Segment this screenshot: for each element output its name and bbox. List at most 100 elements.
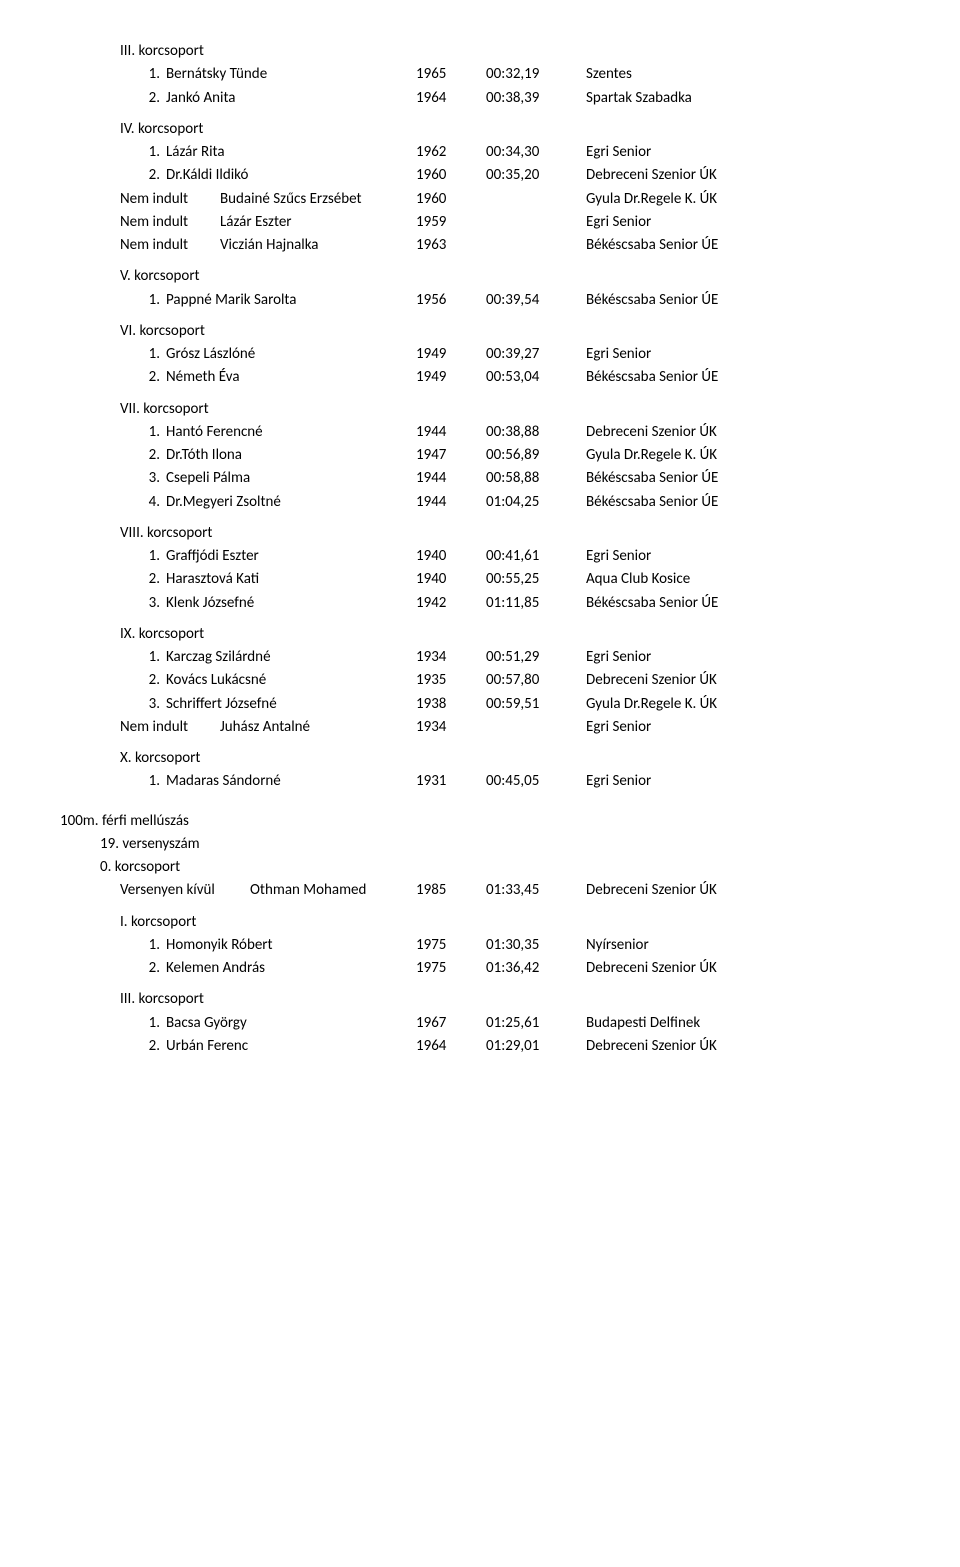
club: Nyírsenior [586,934,900,957]
group-header: X. korcsoport [60,747,900,770]
rank: 1. [120,646,166,669]
year: 1956 [416,289,486,312]
time: 00:38,88 [486,421,586,444]
year: 1949 [416,343,486,366]
time: 00:41,61 [486,545,586,568]
club: Debreceni Szenior ÚK [586,164,900,187]
time: 00:56,89 [486,444,586,467]
result-row: 2.Kovács Lukácsné193500:57,80Debreceni S… [60,669,900,692]
result-row: 2.Dr.Tóth Ilona194700:56,89Gyula Dr.Rege… [60,444,900,467]
result-row: 1.Homonyik Róbert197501:30,35Nyírsenior [60,934,900,957]
club: Debreceni Szenior ÚK [586,1035,900,1058]
group-header: IX. korcsoport [60,623,900,646]
year: 1944 [416,491,486,514]
club: Békéscsaba Senior ÚE [586,592,900,615]
athlete-name: Pappné Marik Sarolta [166,289,416,312]
group-label: VIII. korcsoport [120,522,900,545]
group-label: I. korcsoport [120,911,900,934]
rank: 1. [120,63,166,86]
year: 1934 [416,716,486,739]
not-started-label: Nem indult [120,716,220,739]
athlete-name: Homonyik Róbert [166,934,416,957]
event-title: 100m. férfi mellúszás [60,810,900,833]
year: 1934 [416,646,486,669]
time: 01:25,61 [486,1012,586,1035]
athlete-name: Dr.Megyeri Zsoltné [166,491,416,514]
rank: 3. [120,693,166,716]
rank: 1. [120,421,166,444]
athlete-name: Viczián Hajnalka [220,234,416,257]
year: 1960 [416,188,486,211]
rank: 2. [120,957,166,980]
time: 00:51,29 [486,646,586,669]
year: 1965 [416,63,486,86]
athlete-name: Németh Éva [166,366,416,389]
result-row: 1.Graffjódi Eszter194000:41,61Egri Senio… [60,545,900,568]
year: 1959 [416,211,486,234]
result-row: 1.Karczag Szilárdné193400:51,29Egri Seni… [60,646,900,669]
year: 1944 [416,421,486,444]
rank: 1. [120,343,166,366]
group-label: VII. korcsoport [120,398,900,421]
rank: 1. [120,770,166,793]
result-row: 1.Grósz Lászlóné194900:39,27Egri Senior [60,343,900,366]
year: 1967 [416,1012,486,1035]
group-header: VI. korcsoport [60,320,900,343]
group-label: VI. korcsoport [120,320,900,343]
club: Egri Senior [586,646,900,669]
rank: 3. [120,467,166,490]
not-started-label: Nem indult [120,211,220,234]
time: 01:04,25 [486,491,586,514]
club: Békéscsaba Senior ÚE [586,366,900,389]
group-header: III. korcsoport [60,40,900,63]
rank: 2. [120,164,166,187]
rank: 1. [120,1012,166,1035]
time: 00:55,25 [486,568,586,591]
result-row: 1.Lázár Rita196200:34,30Egri Senior [60,141,900,164]
rank: 1. [120,545,166,568]
year: 1949 [416,366,486,389]
athlete-name: Madaras Sándorné [166,770,416,793]
rank: 2. [120,669,166,692]
result-row: 3.Schriffert Józsefné193800:59,51Gyula D… [60,693,900,716]
athlete-name: Karczag Szilárdné [166,646,416,669]
club: Debreceni Szenior ÚK [586,669,900,692]
athlete-name: Budainé Szűcs Erzsébet [220,188,416,211]
athlete-name: Jankó Anita [166,87,416,110]
club: Békéscsaba Senior ÚE [586,234,900,257]
athlete-name: Grósz Lászlóné [166,343,416,366]
rank: 2. [120,87,166,110]
result-row: 4.Dr.Megyeri Zsoltné194401:04,25Békéscsa… [60,491,900,514]
athlete-name: Kovács Lukácsné [166,669,416,692]
club: Aqua Club Kosice [586,568,900,591]
club: Egri Senior [586,545,900,568]
time: 00:38,39 [486,87,586,110]
group-header: V. korcsoport [60,265,900,288]
year: 1931 [416,770,486,793]
club: Spartak Szabadka [586,87,900,110]
athlete-name: Schriffert Józsefné [166,693,416,716]
rank: 1. [120,141,166,164]
group-label: IX. korcsoport [120,623,900,646]
group-header: IV. korcsoport [60,118,900,141]
club: Békéscsaba Senior ÚE [586,491,900,514]
time [486,716,586,739]
not-started-row: Nem indultViczián Hajnalka1963Békéscsaba… [60,234,900,257]
athlete-name: Dr.Káldi Ildikó [166,164,416,187]
rank: 2. [120,1035,166,1058]
year: 1935 [416,669,486,692]
year: 1938 [416,693,486,716]
result-row: 1.Bacsa György196701:25,61Budapesti Delf… [60,1012,900,1035]
year: 1975 [416,957,486,980]
club: Gyula Dr.Regele K. ÚK [586,693,900,716]
not-started-label: Nem indult [120,234,220,257]
result-row: 2.Dr.Káldi Ildikó196000:35,20Debreceni S… [60,164,900,187]
group-header: III. korcsoport [60,988,900,1011]
time: 01:29,01 [486,1035,586,1058]
time [486,211,586,234]
rank: 2. [120,444,166,467]
group-header: VII. korcsoport [60,398,900,421]
year: 1964 [416,87,486,110]
time: 00:32,19 [486,63,586,86]
athlete-name: Kelemen András [166,957,416,980]
